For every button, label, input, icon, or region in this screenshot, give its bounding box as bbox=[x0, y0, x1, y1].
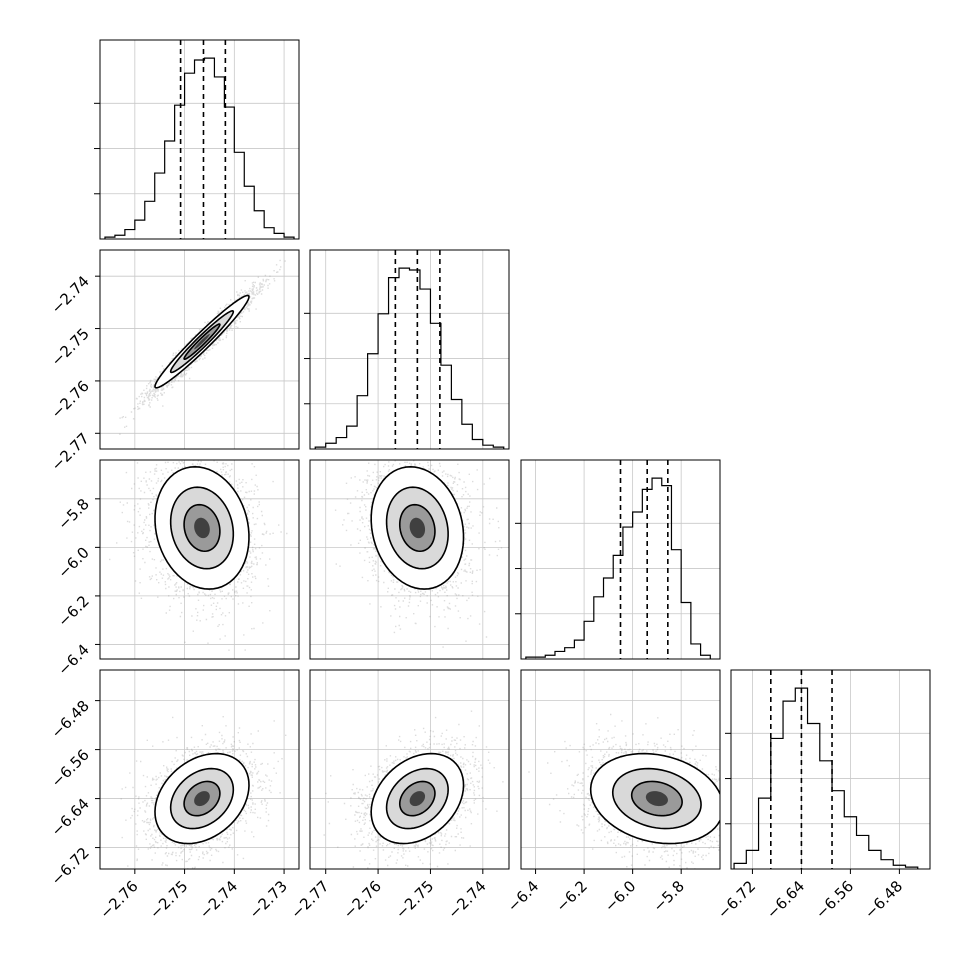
x-tick-label: −2.75 bbox=[392, 877, 437, 922]
y-tick-label: −6.48 bbox=[48, 697, 93, 742]
x-tick-label: −2.74 bbox=[196, 877, 241, 922]
density-contour bbox=[169, 767, 235, 830]
y-tick-label: −2.75 bbox=[48, 325, 93, 370]
scatter-panel-1-3 bbox=[309, 669, 510, 870]
histogram-panel-0 bbox=[94, 39, 300, 240]
density-contour bbox=[589, 752, 720, 845]
panel-frame bbox=[99, 669, 300, 870]
histogram-step bbox=[525, 477, 711, 659]
density-contour bbox=[611, 767, 702, 830]
density-contour bbox=[154, 465, 250, 590]
sample-dots bbox=[109, 460, 288, 651]
x-tick-label: −2.76 bbox=[96, 877, 141, 922]
histogram-step bbox=[314, 267, 505, 449]
density-contour bbox=[398, 780, 436, 817]
scatter-points bbox=[119, 259, 286, 435]
x-tick-label: −5.8 bbox=[650, 877, 688, 915]
density-contour bbox=[370, 752, 465, 845]
x-tick-label: −2.76 bbox=[340, 877, 385, 922]
x-tick-label: −6.2 bbox=[552, 877, 590, 915]
density-contour bbox=[183, 780, 221, 817]
scatter-points bbox=[334, 460, 503, 648]
x-tick-label: −6.48 bbox=[861, 877, 906, 922]
histogram-step bbox=[104, 57, 295, 239]
density-fill bbox=[194, 791, 210, 807]
panel-frame bbox=[730, 669, 931, 870]
x-tick-label: −6.56 bbox=[812, 877, 857, 922]
scatter-panel-0-3 bbox=[99, 669, 300, 870]
density-fill bbox=[194, 517, 210, 539]
density-contour bbox=[398, 503, 436, 553]
density-contour bbox=[370, 465, 465, 590]
histogram-panel-3 bbox=[725, 669, 931, 870]
y-tick-label: −6.56 bbox=[48, 746, 93, 791]
y-tick-label: −2.74 bbox=[48, 272, 93, 317]
y-tick-label: −2.76 bbox=[48, 377, 93, 422]
scatter-panel-1-2 bbox=[309, 459, 510, 660]
density-fill bbox=[194, 333, 210, 350]
x-tick-label: −2.77 bbox=[287, 877, 332, 922]
density-contour bbox=[385, 767, 449, 830]
x-tick-label: −6.72 bbox=[714, 877, 759, 922]
histogram-panel-2 bbox=[515, 459, 721, 660]
density-fill bbox=[645, 791, 668, 807]
y-tick-label: −2.77 bbox=[48, 429, 93, 474]
histogram-panel-1 bbox=[304, 249, 510, 450]
y-tick-label: −5.8 bbox=[54, 495, 92, 533]
x-tick-label: −2.75 bbox=[146, 877, 191, 922]
x-tick-label: −6.4 bbox=[504, 877, 542, 915]
y-tick-label: −6.4 bbox=[54, 641, 92, 679]
y-tick-label: −6.72 bbox=[48, 844, 93, 889]
density-contour bbox=[169, 310, 235, 374]
panel-frame bbox=[309, 669, 510, 870]
density-contour bbox=[183, 503, 221, 553]
density-contour bbox=[154, 752, 250, 845]
scatter-points bbox=[120, 716, 287, 869]
x-tick-label: −2.74 bbox=[444, 877, 489, 922]
scatter-panel-2-3 bbox=[520, 669, 721, 870]
panel-frame bbox=[99, 39, 300, 240]
scatter-points bbox=[323, 710, 504, 869]
scatter-points bbox=[528, 713, 720, 869]
density-contour bbox=[630, 780, 683, 817]
density-contour bbox=[385, 486, 449, 570]
density-contour bbox=[183, 323, 221, 361]
panel-frame bbox=[520, 669, 721, 870]
scatter-points bbox=[109, 460, 288, 651]
panel-frame bbox=[99, 249, 300, 450]
x-tick-label: −2.73 bbox=[246, 877, 291, 922]
x-tick-label: −6.64 bbox=[763, 877, 808, 922]
y-tick-label: −6.0 bbox=[54, 543, 92, 581]
density-fill bbox=[409, 791, 426, 807]
panel-frame bbox=[309, 249, 510, 450]
panel-frame bbox=[99, 459, 300, 660]
panel-frame bbox=[520, 459, 721, 660]
scatter-panel-0-2 bbox=[99, 459, 300, 660]
histogram-step bbox=[733, 687, 919, 869]
density-contour bbox=[169, 486, 235, 570]
panel-frame bbox=[309, 459, 510, 660]
density-contour bbox=[154, 294, 250, 389]
scatter-panel-0-1 bbox=[99, 249, 300, 450]
x-tick-label: −6.0 bbox=[601, 877, 639, 915]
y-tick-label: −6.64 bbox=[48, 795, 93, 840]
density-fill bbox=[409, 517, 426, 539]
y-tick-label: −6.2 bbox=[54, 592, 92, 630]
